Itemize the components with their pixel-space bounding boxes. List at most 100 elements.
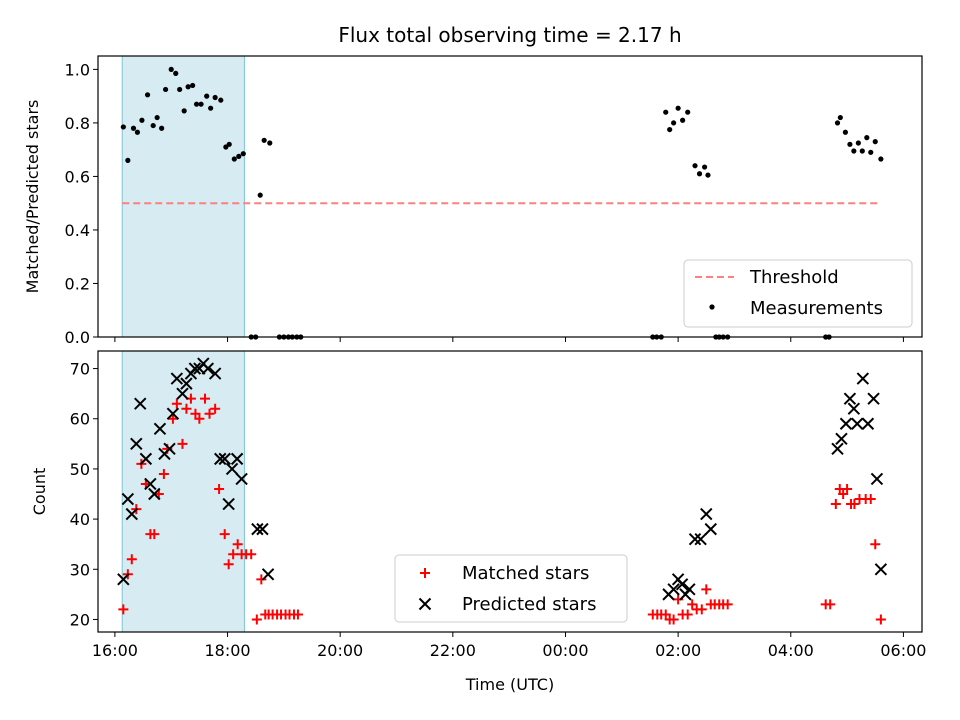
- predicted-star-point: [222, 497, 235, 511]
- matched-star-point: [838, 489, 849, 500]
- matched-star-point: [246, 549, 257, 560]
- x-axis-label: Time (UTC): [465, 675, 554, 694]
- y-tick-label: 0.4: [65, 221, 90, 240]
- measurement-point: [198, 101, 204, 107]
- predicted-star-point: [188, 362, 202, 375]
- matched-star-point: [682, 609, 693, 620]
- matched-star-point: [204, 408, 215, 419]
- predicted-star-point: [170, 372, 184, 385]
- x-tick-label: 02:00: [655, 641, 701, 660]
- predicted-star-point: [125, 507, 139, 521]
- predicted-star-point: [704, 522, 717, 536]
- predicted-star-point: [856, 372, 870, 385]
- predicted-star-point: [835, 432, 848, 446]
- measurement-point: [173, 70, 179, 76]
- predicted-star-point: [176, 387, 189, 400]
- measurement-point: [139, 117, 145, 123]
- y-tick-label: 40: [70, 510, 90, 529]
- matched-star-point: [228, 549, 239, 560]
- matched-star-point: [167, 413, 178, 424]
- predicted-star-point: [153, 422, 167, 435]
- matched-star-point: [292, 609, 303, 620]
- predicted-star-point: [675, 578, 689, 591]
- measurement-point: [671, 120, 677, 126]
- measurement-point: [177, 86, 183, 93]
- measurement-point: [236, 153, 242, 159]
- matched-star-point: [181, 403, 192, 414]
- measurement-point: [190, 82, 196, 89]
- legend-measurement-swatch: [709, 304, 715, 310]
- measurement-point: [159, 125, 165, 131]
- matched-star-point: [870, 539, 881, 550]
- predicted-star-point: [874, 563, 888, 576]
- x-tick-label: 04:00: [768, 641, 814, 660]
- measurement-point: [685, 109, 691, 115]
- matched-star-point: [214, 483, 225, 494]
- matched-star-point: [825, 599, 836, 610]
- matched-star-point: [668, 614, 679, 625]
- matched-star-point: [200, 393, 211, 404]
- measurement-point: [663, 109, 669, 115]
- matched-star-point: [701, 584, 712, 595]
- matched-star-point: [687, 599, 698, 610]
- predicted-star-point: [688, 532, 702, 546]
- predicted-star-point: [230, 452, 244, 466]
- predicted-star-point: [166, 407, 180, 420]
- matched-star-point: [126, 554, 137, 565]
- legend: Matched stars Predicted stars: [394, 554, 628, 623]
- predicted-star-point: [225, 462, 239, 476]
- measurement-point: [212, 94, 218, 101]
- predicted-star-point: [139, 452, 153, 466]
- predicted-star-point: [831, 442, 844, 456]
- predicted-star-point: [117, 573, 130, 586]
- matched-star-point: [875, 614, 886, 625]
- measurement-point: [125, 157, 131, 163]
- predicted-star-point: [683, 583, 696, 596]
- y-tick-label: 70: [70, 360, 90, 379]
- predicted-star-point: [700, 507, 713, 521]
- measurement-point: [150, 122, 156, 129]
- measurement-point: [864, 135, 870, 141]
- measurement-point: [193, 101, 200, 107]
- predicted-star-point: [861, 417, 875, 430]
- predicted-star-point: [847, 402, 861, 415]
- y-axis-label: Count: [30, 468, 49, 516]
- predicted-star-point: [218, 452, 231, 466]
- measurement-point: [240, 151, 246, 157]
- axes-frame: [97, 55, 923, 338]
- predicted-star-point: [121, 492, 135, 506]
- y-axis-label: Matched/Predicted stars: [23, 100, 42, 294]
- predicted-star-point: [208, 367, 222, 380]
- predicted-star-point: [851, 417, 864, 430]
- y-tick-label: 0.8: [65, 114, 90, 133]
- matched-star-point: [842, 483, 853, 494]
- predicted-star-point: [214, 452, 227, 466]
- matched-star-point: [177, 438, 188, 449]
- measurement-point: [834, 120, 841, 126]
- shaded-span: [121, 350, 245, 633]
- measurement-point: [696, 171, 703, 177]
- measurement-point: [226, 141, 232, 147]
- predicted-star-point: [180, 377, 193, 390]
- y-tick-label: 20: [70, 610, 90, 629]
- matched-star-point: [232, 539, 243, 550]
- measurement-point: [675, 105, 681, 111]
- measurement-point: [168, 66, 174, 72]
- measurement-point: [181, 108, 187, 114]
- measurement-point: [847, 141, 853, 147]
- matched-star-point: [118, 604, 129, 615]
- matched-star-point: [722, 599, 733, 610]
- measurement-point: [868, 149, 874, 155]
- matched-star-point: [830, 499, 841, 510]
- predicted-star-point: [839, 417, 853, 430]
- measurement-point: [204, 93, 210, 99]
- measurement-point: [130, 125, 137, 131]
- x-tick-label: 20:00: [317, 641, 363, 660]
- measurement-point: [231, 156, 237, 162]
- matched-star-point: [256, 574, 267, 585]
- measurement-point: [842, 129, 849, 135]
- matched-star-point: [158, 468, 169, 479]
- matched-star-point: [660, 609, 671, 620]
- predicted-star-point: [256, 522, 269, 536]
- predicted-star-point: [867, 392, 880, 405]
